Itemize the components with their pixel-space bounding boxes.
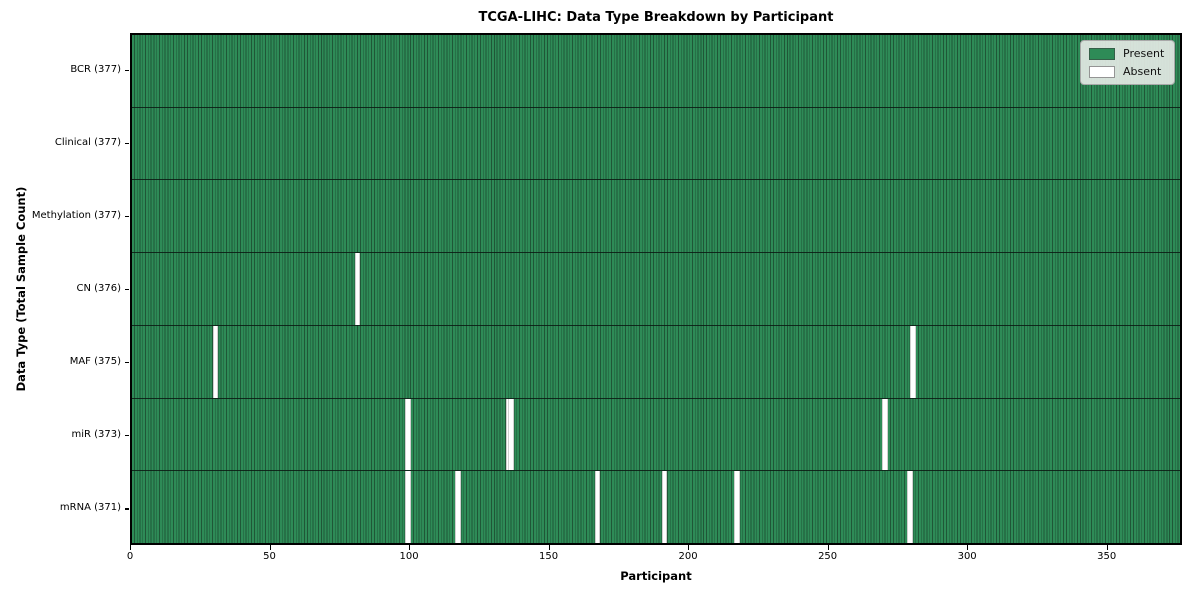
x-tick-mark <box>1106 545 1108 550</box>
legend-item-absent: Absent <box>1089 65 1164 78</box>
legend-label-present: Present <box>1123 47 1165 60</box>
x-tick-label: 0 <box>126 551 134 562</box>
y-tick-label-MAF: MAF (375) <box>69 356 121 368</box>
heatmap-row-Clinical <box>132 107 1180 181</box>
x-tick-label: 350 <box>1097 551 1117 562</box>
x-axis-label: Participant <box>620 569 692 583</box>
y-tick-mark <box>125 508 129 510</box>
legend-item-present: Present <box>1089 47 1164 60</box>
legend: Present Absent <box>1080 40 1176 85</box>
y-tick-label-miR: miR (373) <box>71 429 121 441</box>
y-tick-label-mRNA: mRNA (371) <box>59 502 121 514</box>
y-tick-label-Methylation: Methylation (377) <box>31 209 121 221</box>
y-tick-mark <box>125 142 129 144</box>
x-tick-label: 50 <box>263 551 276 562</box>
absent-gap-mRNA-166 <box>594 471 601 544</box>
legend-label-absent: Absent <box>1123 65 1162 78</box>
heatmap-row-miR <box>132 398 1180 472</box>
heatmap-row-Methylation <box>132 180 1180 254</box>
absent-gap-miR-269 <box>882 398 888 471</box>
x-tick-mark <box>548 545 550 550</box>
x-tick-mark <box>967 545 969 550</box>
present-swatch <box>1089 47 1115 60</box>
x-tick-mark <box>688 545 690 550</box>
x-tick-mark <box>827 545 829 550</box>
y-tick-mark <box>125 435 129 437</box>
absent-gap-miR-98 <box>405 398 411 471</box>
absent-gap-miR-135 <box>508 398 514 471</box>
plot-area <box>130 33 1182 545</box>
heatmap-row-CN <box>132 253 1180 326</box>
x-tick-mark <box>130 545 132 550</box>
y-tick-label-CN: CN (376) <box>76 283 121 294</box>
absent-gap-MAF-279 <box>910 325 916 398</box>
y-tick-mark <box>125 289 129 291</box>
absent-gap-mRNA-216 <box>734 471 740 544</box>
absent-gap-mRNA-190 <box>661 471 668 544</box>
absent-gap-CN-80 <box>354 253 361 325</box>
absent-gap-mRNA-116 <box>455 471 461 544</box>
x-tick-mark <box>269 545 271 550</box>
x-tick-mark <box>409 545 411 550</box>
absent-gap-mRNA-278 <box>907 471 913 544</box>
heatmap-row-mRNA <box>132 471 1180 544</box>
absent-swatch <box>1089 65 1115 78</box>
y-tick-mark <box>125 69 129 71</box>
chart-title: TCGA-LIHC: Data Type Breakdown by Partic… <box>478 10 834 25</box>
x-tick-label: 200 <box>678 551 698 562</box>
x-tick-label: 150 <box>539 551 559 562</box>
y-tick-mark <box>125 362 129 364</box>
y-tick-label-BCR: BCR (377) <box>70 63 121 75</box>
y-tick-label-Clinical: Clinical (377) <box>54 136 121 148</box>
x-tick-label: 300 <box>957 551 977 562</box>
y-tick-mark <box>125 215 129 218</box>
x-tick-label: 100 <box>399 551 419 562</box>
absent-gap-mRNA-98 <box>405 471 411 544</box>
heatmap-row-MAF <box>132 325 1180 399</box>
heatmap-row-BCR <box>132 35 1180 108</box>
x-tick-label: 250 <box>818 551 838 562</box>
absent-gap-MAF-29 <box>212 325 219 398</box>
